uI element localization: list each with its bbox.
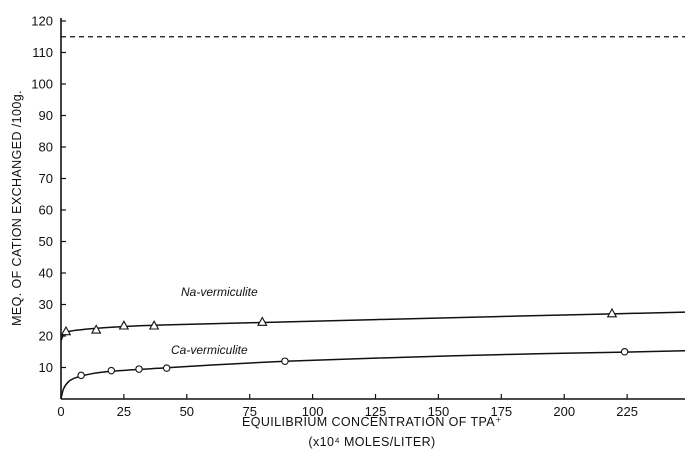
data-point-circle (77, 371, 85, 380)
y-tick-label: 60 (39, 203, 53, 218)
data-point-triangle (148, 320, 160, 330)
x-tick-label: 225 (616, 404, 638, 419)
x-tick-label: 0 (57, 404, 64, 419)
y-axis-title: MEQ. OF CATION EXCHANGED /100g. (10, 90, 24, 326)
data-point-circle (281, 357, 289, 365)
y-tick-label: 110 (32, 45, 53, 60)
y-tick-label: 20 (39, 329, 53, 344)
y-tick-label: 100 (31, 77, 53, 92)
data-point-circle (107, 366, 116, 375)
data-point-triangle (257, 316, 268, 326)
y-tick-label: 80 (39, 140, 53, 155)
series-label-ca: Ca-vermiculite (171, 343, 248, 357)
y-tick-label: 10 (39, 360, 53, 375)
x-tick-label: 125 (365, 404, 387, 419)
y-tick-label: 70 (39, 171, 53, 186)
data-point-circle (620, 347, 629, 356)
plot-area: Na-vermiculite Ca-vermiculite (60, 36, 685, 400)
y-tick-label: 30 (39, 297, 53, 312)
data-point-triangle (606, 307, 618, 318)
y-tick-label: 90 (39, 108, 53, 123)
x-tick-label: 25 (117, 404, 131, 419)
data-point-circle (162, 364, 171, 372)
y-tick-label: 50 (39, 234, 53, 249)
x-tick-label: 200 (553, 404, 575, 419)
ticks: 10 20 30 40 50 60 70 80 90 100 110 120 0 25 50 75 100 125… (31, 14, 638, 420)
x-tick-label: 150 (428, 404, 450, 419)
labels: EQUILIBRIUM CONCENTRATION OF TPA⁺ (x10⁴ … (10, 90, 502, 449)
x-tick-label: 50 (180, 404, 194, 419)
x-tick-label: 100 (302, 404, 324, 419)
x-axis-subtitle: (x10⁴ MOLES/LITER) (308, 435, 435, 449)
data-point-triangle (118, 320, 130, 330)
x-tick-label: 175 (490, 404, 512, 419)
x-axis-title: EQUILIBRIUM CONCENTRATION OF TPA⁺ (242, 415, 502, 429)
y-tick-label: 120 (31, 14, 53, 29)
series-label-na: Na-vermiculite (181, 285, 258, 299)
data-point-triangle (60, 325, 72, 336)
y-tick-label: 40 (39, 266, 53, 281)
data-point-circle (135, 365, 143, 373)
x-tick-label: 75 (242, 404, 256, 419)
data-point-triangle (90, 324, 102, 334)
series-line (60, 350, 685, 400)
axes (60, 18, 685, 400)
